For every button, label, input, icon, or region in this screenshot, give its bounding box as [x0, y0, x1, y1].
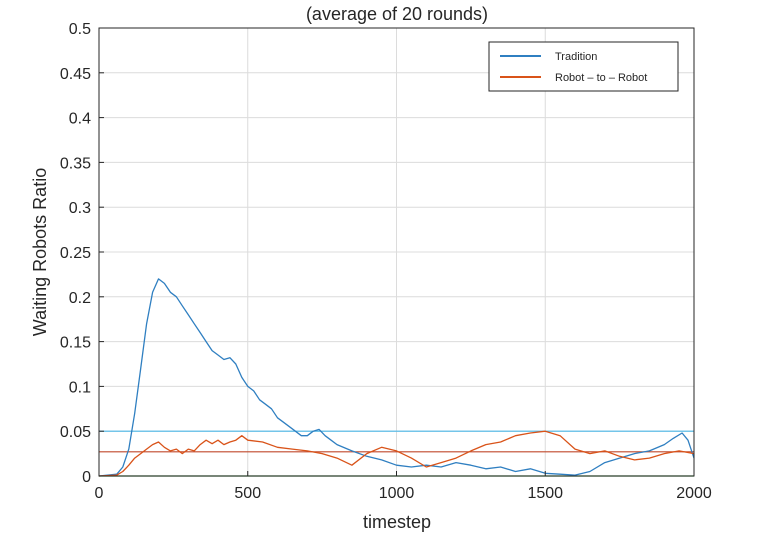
y-tick-label: 0.05 — [60, 424, 91, 441]
x-tick-label: 1000 — [379, 485, 415, 502]
x-ticks: 0 500 1000 1500 2000 — [95, 471, 712, 502]
y-tick-label: 0.4 — [69, 111, 91, 128]
x-tick-label: 0 — [95, 485, 104, 502]
legend-label: Tradition — [555, 51, 597, 63]
x-axis-label: timestep — [363, 512, 431, 532]
series-line-1 — [98, 430, 695, 477]
y-tick-label: 0.35 — [60, 155, 91, 172]
y-tick-label: 0.25 — [60, 245, 91, 262]
x-tick-label: 1500 — [527, 485, 563, 502]
chart-title: (average of 20 rounds) — [306, 4, 488, 24]
legend-label: Robot – to – Robot — [555, 72, 647, 84]
y-tick-label: 0.1 — [69, 379, 91, 396]
x-tick-label: 500 — [234, 485, 261, 502]
series-group — [98, 278, 695, 477]
y-ticks: 0 0.05 0.1 0.15 0.2 0.25 0.3 0.35 0.4 0.45 0.5 — [60, 21, 104, 486]
legend: Tradition Robot – to – Robot — [488, 41, 679, 92]
legend-box — [488, 41, 679, 92]
y-tick-label: 0.45 — [60, 66, 91, 83]
y-tick-label: 0.3 — [69, 200, 91, 217]
y-tick-label: 0.2 — [69, 290, 91, 307]
y-axis-label: Waiting Robots Ratio — [30, 168, 50, 336]
series-line-0 — [98, 278, 695, 477]
y-tick-label: 0.5 — [69, 21, 91, 38]
y-tick-label: 0.15 — [60, 335, 91, 352]
y-tick-label: 0 — [82, 469, 91, 486]
grid — [98, 27, 695, 477]
x-tick-label: 2000 — [676, 485, 712, 502]
